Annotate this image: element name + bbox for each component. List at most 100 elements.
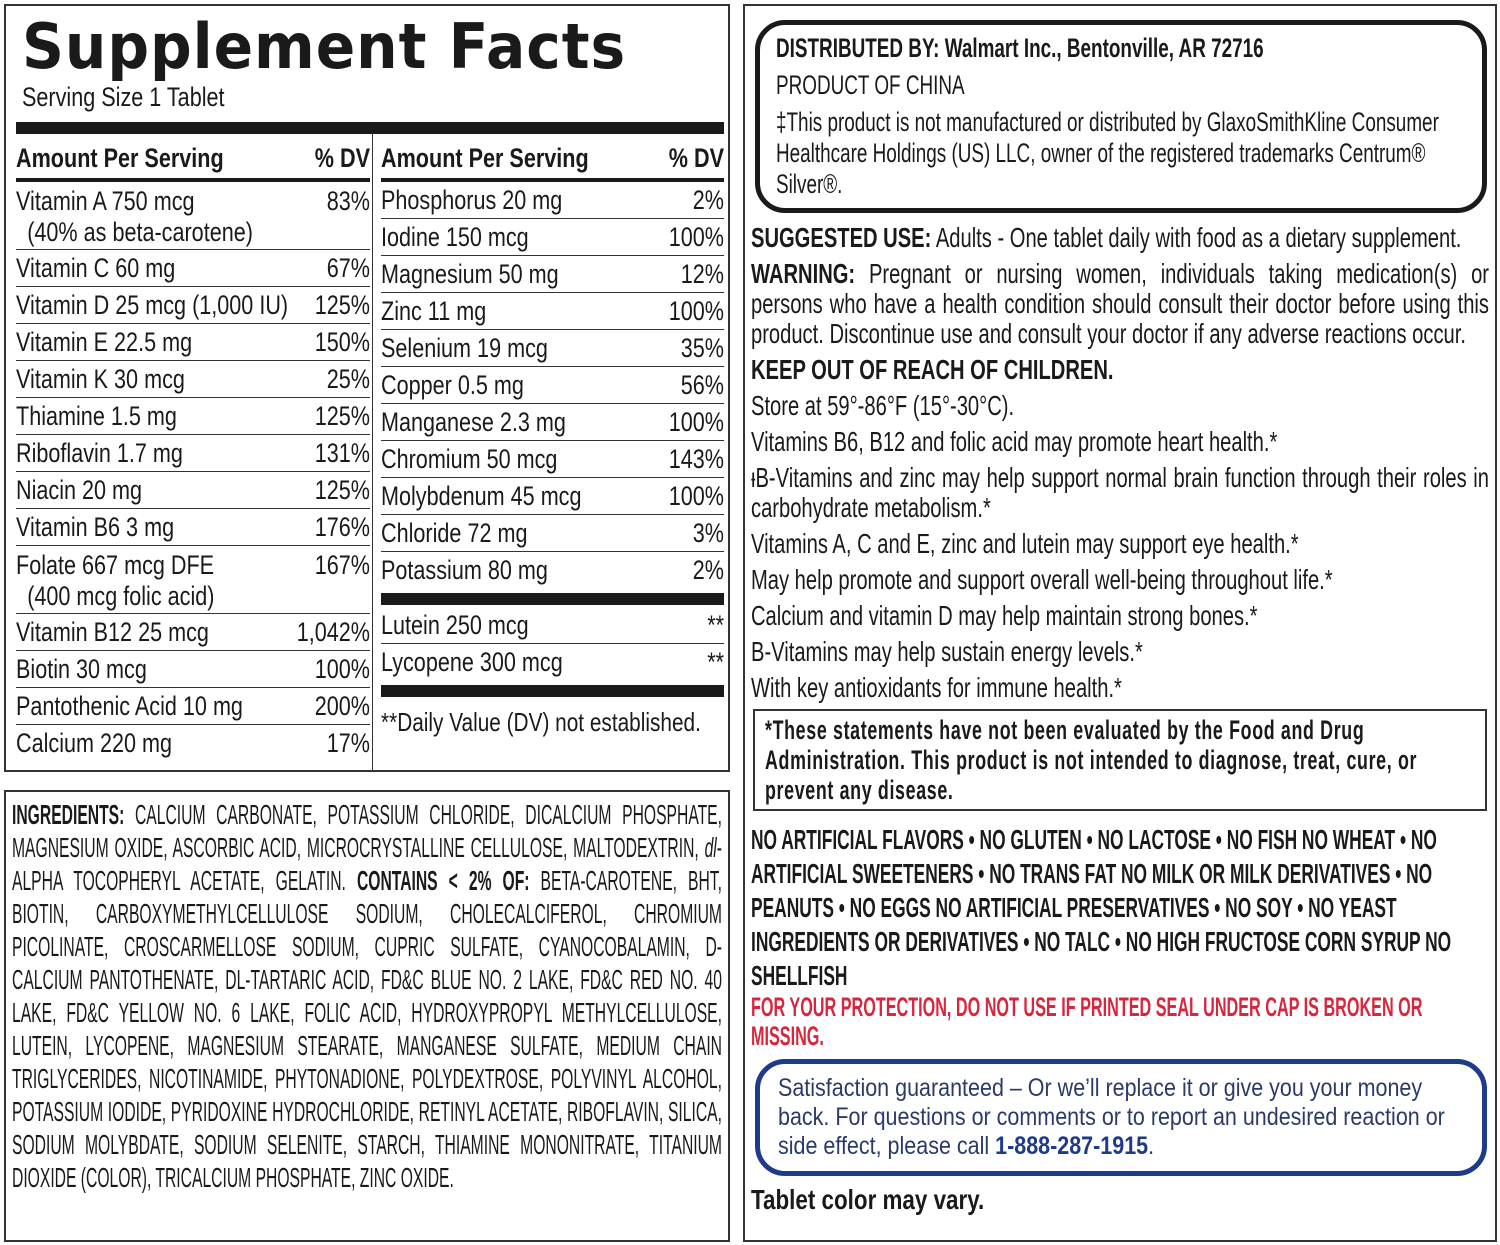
suggested-use: SUGGESTED USE: Adults - One tablet daily… bbox=[751, 223, 1462, 253]
info-panel: DISTRIBUTED BY: Walmart Inc., Bentonvill… bbox=[743, 4, 1497, 1242]
nutrient-name: Copper 0.5 mg bbox=[381, 369, 524, 400]
nutrient-name: Potassium 80 mg bbox=[381, 555, 548, 585]
nutrient-row: Chloride 72 mg 3% bbox=[381, 515, 724, 552]
nutrient-dv: 100% bbox=[668, 480, 724, 511]
nutrient-name: Calcium 220 mg bbox=[16, 728, 173, 758]
nutrient-row: Thiamine 1.5 mg 125% bbox=[16, 398, 370, 435]
warning: WARNING: Pregnant or nursing women, indi… bbox=[751, 258, 1489, 349]
nutrient-row: Vitamin B6 3 mg 176% bbox=[16, 509, 370, 546]
nutrient-row: Magnesium 50 mg 12% bbox=[381, 256, 724, 293]
nutrient-dv: 100% bbox=[668, 221, 724, 252]
nutrient-row: Biotin 30 mcg 100% bbox=[16, 651, 370, 688]
nutrient-row: Phosphorus 20 mg 2% bbox=[381, 182, 724, 219]
nutrient-name: Chromium 50 mcg bbox=[381, 443, 558, 474]
health-claim: Vitamins A, C and E, zinc and lutein may… bbox=[751, 528, 1299, 559]
nutrient-dv: 131% bbox=[314, 437, 370, 468]
nutrient-dv: 125% bbox=[314, 400, 370, 431]
nutrient-dv: ** bbox=[707, 647, 724, 677]
nutrient-name: Selenium 19 mcg bbox=[381, 332, 548, 363]
nutrient-name: Lutein 250 mcg bbox=[381, 609, 529, 640]
nutrient-note: (400 mcg folic acid) bbox=[27, 581, 215, 611]
nutrient-dv: 12% bbox=[680, 258, 724, 289]
nutrient-row: Lutein 250 mcg ** bbox=[381, 607, 724, 644]
nutrient-name: Molybdenum 45 mcg bbox=[381, 480, 582, 511]
facts-column-right: Amount Per Serving% DV Phosphorus 20 mg 2… bbox=[372, 134, 724, 770]
nutrient-dv: 3% bbox=[692, 517, 724, 548]
nutrient-row: Lycopene 300 mcg ** bbox=[381, 644, 724, 681]
divider-bar bbox=[16, 122, 724, 134]
column-header: Amount Per Serving% DV bbox=[381, 134, 724, 182]
nutrient-row: Molybdenum 45 mcg 100% bbox=[381, 478, 724, 515]
tablet-color-note: Tablet color may vary. bbox=[751, 1184, 985, 1215]
health-claim: Calcium and vitamin D may help maintain … bbox=[751, 600, 1258, 631]
nutrient-dv: 35% bbox=[680, 332, 724, 363]
nutrient-dv: 100% bbox=[668, 295, 724, 326]
nutrient-note: (40% as beta-carotene) bbox=[27, 217, 253, 247]
distributor-box: DISTRIBUTED BY: Walmart Inc., Bentonvill… bbox=[755, 20, 1487, 213]
nutrient-dv: 56% bbox=[680, 369, 724, 400]
nutrient-dv: 100% bbox=[314, 653, 370, 684]
nutrient-name: Lycopene 300 mcg bbox=[381, 647, 563, 677]
column-header: Amount Per Serving% DV bbox=[16, 134, 370, 182]
nutrient-row: Copper 0.5 mg 56% bbox=[381, 367, 724, 404]
nutrient-row: Riboflavin 1.7 mg 131% bbox=[16, 435, 370, 472]
origin: PRODUCT OF CHINA bbox=[776, 70, 965, 100]
phone-number[interactable]: 1-888-287-1915 bbox=[995, 1132, 1149, 1160]
divider-bar bbox=[381, 685, 724, 697]
nutrient-dv: 125% bbox=[314, 289, 370, 320]
nutrient-row: Chromium 50 mcg 143% bbox=[381, 441, 724, 478]
nutrient-dv: 1,042% bbox=[296, 616, 370, 647]
nutrient-name: Thiamine 1.5 mg bbox=[16, 400, 177, 431]
nutrient-row: Niacin 20 mg 125% bbox=[16, 472, 370, 509]
nutrient-name: Manganese 2.3 mg bbox=[381, 406, 566, 437]
nutrient-name: Vitamin E 22.5 mg bbox=[16, 326, 193, 357]
serving-size: Serving Size 1 Tablet bbox=[22, 82, 225, 112]
nutrient-dv: 25% bbox=[326, 363, 370, 394]
nutrient-name: Vitamin A 750 mcg bbox=[16, 186, 195, 216]
divider-bar bbox=[381, 593, 724, 605]
fda-statement: *These statements have not been evaluate… bbox=[765, 715, 1418, 805]
nutrient-name: Riboflavin 1.7 mg bbox=[16, 437, 183, 468]
health-claim: Store at 59°-86°F (15°-30°C). bbox=[751, 390, 1015, 421]
nutrient-dv: 200% bbox=[314, 690, 370, 721]
nutrient-name: Pantothenic Acid 10 mg bbox=[16, 690, 243, 721]
free-from-claims: NO ARTIFICIAL FLAVORS • NO GLUTEN • NO L… bbox=[751, 824, 1452, 991]
health-claim: Vitamins B6, B12 and folic acid may prom… bbox=[751, 426, 1278, 457]
dv-footnote: **Daily Value (DV) not established. bbox=[381, 707, 701, 737]
nutrient-name: Iodine 150 mcg bbox=[381, 221, 529, 252]
nutrient-name: Vitamin B6 3 mg bbox=[16, 511, 175, 542]
nutrient-row: Vitamin E 22.5 mg 150% bbox=[16, 324, 370, 361]
ingredients-panel: INGREDIENTS: CALCIUM CARBONATE, POTASSIU… bbox=[4, 790, 730, 1242]
facts-column-left: Amount Per Serving% DV Vitamin A 750 mcg… bbox=[16, 134, 370, 770]
facts-title: Supplement Facts bbox=[22, 10, 627, 83]
nutrient-name: Vitamin K 30 mcg bbox=[16, 363, 185, 394]
nutrient-name: Vitamin C 60 mg bbox=[16, 252, 176, 283]
distributor: DISTRIBUTED BY: Walmart Inc., Bentonvill… bbox=[776, 33, 1264, 63]
nutrient-name: Phosphorus 20 mg bbox=[381, 184, 563, 215]
nutrient-row: Vitamin A 750 mcg 83% (40% as beta-caroten… bbox=[16, 182, 370, 250]
health-claim: With key antioxidants for immune health.… bbox=[751, 672, 1122, 703]
nutrient-row: Calcium 220 mg 17% bbox=[16, 725, 370, 762]
nutrient-dv: 143% bbox=[668, 443, 724, 474]
nutrient-row: Selenium 19 mcg 35% bbox=[381, 330, 724, 367]
nutrient-row: Folate 667 mcg DFE 167% (400 mcg folic aci… bbox=[16, 546, 370, 614]
nutrient-row: Zinc 11 mg 100% bbox=[381, 293, 724, 330]
nutrient-dv: ** bbox=[707, 609, 724, 640]
ingredients-text: INGREDIENTS: CALCIUM CARBONATE, POTASSIU… bbox=[12, 799, 722, 1193]
nutrient-dv: 176% bbox=[314, 511, 370, 542]
nutrient-name: Magnesium 50 mg bbox=[381, 258, 559, 289]
nutrient-dv: 167% bbox=[314, 550, 370, 580]
nutrient-name: Folate 667 mcg DFE bbox=[16, 550, 215, 580]
nutrient-dv: 67% bbox=[326, 252, 370, 283]
keep-out-warning: KEEP OUT OF REACH OF CHILDREN. bbox=[751, 354, 1114, 385]
health-claim: May help promote and support overall wel… bbox=[751, 564, 1333, 595]
nutrient-dv: 83% bbox=[326, 186, 370, 216]
supplement-facts-panel: Supplement Facts Serving Size 1 Tablet A… bbox=[4, 4, 730, 772]
nutrient-row: Manganese 2.3 mg 100% bbox=[381, 404, 724, 441]
health-claim: ᵻB-Vitamins and zinc may help support no… bbox=[751, 462, 1489, 523]
nutrient-name: Zinc 11 mg bbox=[381, 295, 487, 326]
nutrient-dv: 100% bbox=[668, 406, 724, 437]
nutrient-row: Vitamin B12 25 mcg 1,042% bbox=[16, 614, 370, 651]
nutrient-row: Vitamin D 25 mcg (1,000 IU) 125% bbox=[16, 287, 370, 324]
nutrient-dv: 17% bbox=[326, 728, 370, 758]
